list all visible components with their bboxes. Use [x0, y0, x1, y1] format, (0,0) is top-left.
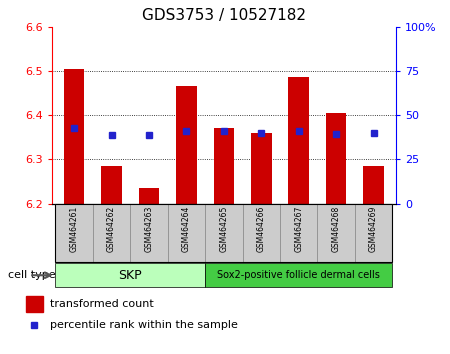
Bar	[326, 113, 346, 204]
Bar	[205, 263, 392, 287]
Bar	[363, 166, 384, 204]
Bar	[93, 204, 130, 262]
Bar	[26, 296, 43, 312]
Text: GSM464266: GSM464266	[257, 205, 266, 252]
Text: GSM464264: GSM464264	[182, 205, 191, 252]
Bar	[55, 263, 205, 287]
Bar	[176, 86, 197, 204]
Bar	[168, 204, 205, 262]
Bar	[280, 204, 317, 262]
Text: GSM464267: GSM464267	[294, 205, 303, 252]
Text: GSM464265: GSM464265	[220, 205, 228, 252]
Text: SKP: SKP	[118, 269, 142, 282]
Bar	[317, 204, 355, 262]
Bar	[130, 204, 168, 262]
Text: GSM464263: GSM464263	[144, 205, 153, 252]
Text: GSM464261: GSM464261	[70, 205, 79, 252]
Bar	[214, 129, 234, 204]
Bar	[55, 204, 93, 262]
Title: GDS3753 / 10527182: GDS3753 / 10527182	[142, 7, 306, 23]
Text: GSM464268: GSM464268	[332, 205, 341, 252]
Bar	[288, 78, 309, 204]
Bar	[205, 204, 243, 262]
Bar	[139, 188, 159, 204]
Bar	[101, 166, 122, 204]
Bar	[64, 69, 85, 204]
Text: percentile rank within the sample: percentile rank within the sample	[50, 320, 238, 330]
Text: transformed count: transformed count	[50, 299, 154, 309]
Bar	[243, 204, 280, 262]
Text: Sox2-positive follicle dermal cells: Sox2-positive follicle dermal cells	[217, 270, 380, 280]
Bar	[355, 204, 392, 262]
Bar	[251, 133, 272, 204]
Text: cell type: cell type	[8, 270, 55, 280]
Text: GSM464262: GSM464262	[107, 205, 116, 252]
Text: GSM464269: GSM464269	[369, 205, 378, 252]
